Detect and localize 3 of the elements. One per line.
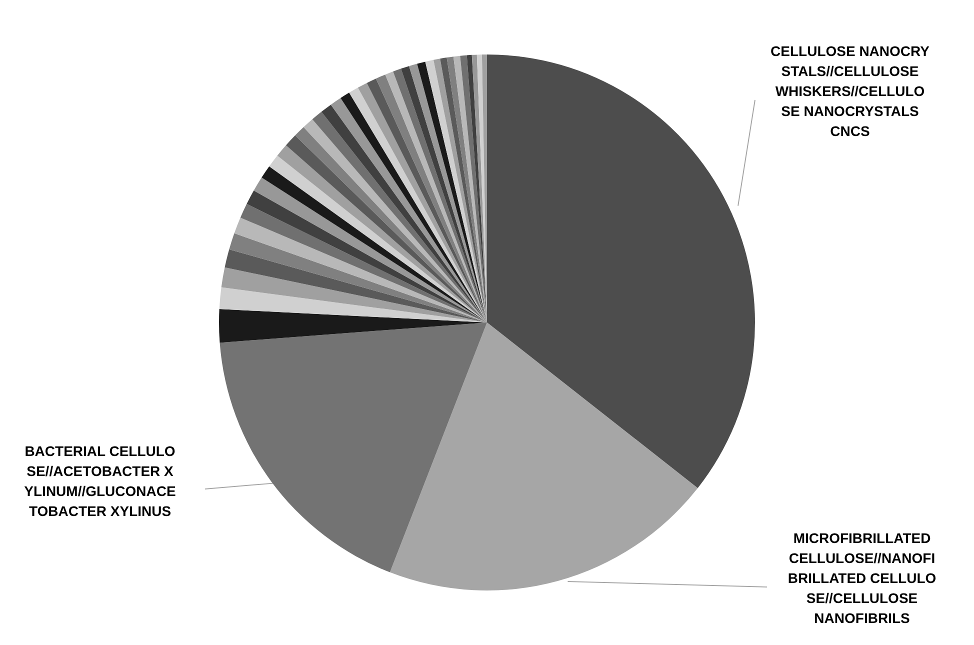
slice-label: MICROFIBRILLATED CELLULOSE//NANOFIBRILLATED CELLULOSE//CELLULOSE NANOFIBRILS <box>788 530 936 626</box>
slice-label: BACTERIAL CELLULOSE//ACETOBACTER XYLINUM//GLUCONACETOBACTER XYLINUS <box>24 443 176 519</box>
slice-label: CELLULOSE NANOCRYSTALS//CELLULOSE WHISKERS//CELLULOSE NANOCRYSTALS CNCS <box>770 43 930 139</box>
